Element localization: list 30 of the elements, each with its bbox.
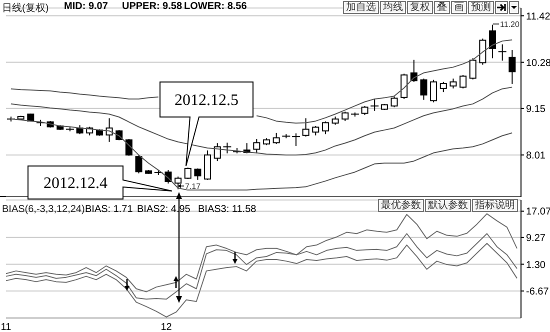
annotation: MID: 9.07 — [64, 1, 108, 12]
chart-title: 日线(复权) — [2, 2, 49, 15]
annotation: BIAS: 1.71 — [85, 204, 133, 215]
y-tick-label: 11.42 — [526, 11, 550, 22]
annotation: UPPER: 9.58 — [122, 1, 182, 12]
y-tick-label: 9.15 — [526, 104, 546, 115]
annotation: 默认参数 — [425, 199, 471, 212]
annotation: 最优参数 — [378, 199, 424, 212]
y-tick-label: 9.27 — [526, 232, 546, 244]
chart-title: BIAS(6,-3,3,12,24) — [2, 204, 85, 215]
annotation: 11.20 — [500, 20, 520, 29]
y-tick-label: -6.67 — [526, 286, 550, 298]
annotation: 预测 — [468, 1, 494, 14]
y-tick-label: 1.30 — [526, 260, 546, 271]
annotation: BIAS3: 11.58 — [198, 204, 256, 215]
annotation: 指标说明 — [472, 199, 518, 212]
annotation: 2012.12.4 — [44, 175, 108, 192]
annotation: 画 — [451, 1, 467, 14]
annotation: 叠 — [434, 1, 450, 14]
annotation: 均线 — [380, 1, 406, 14]
annotation: 加自选 — [343, 1, 379, 14]
callout-box: 2012.12.5 — [160, 82, 254, 166]
y-tick-label: 8.01 — [526, 150, 546, 162]
callout-box: 2012.12.4 — [28, 166, 172, 200]
x-tick-label: 11 — [0, 322, 12, 332]
annotation: 7.17 — [185, 182, 202, 191]
x-tick-label: 12 — [160, 322, 172, 332]
annotation: 2012.12.5 — [174, 92, 238, 109]
annotation: LOWER: 8.56 — [184, 1, 247, 12]
annotation: 复权 — [407, 1, 433, 14]
